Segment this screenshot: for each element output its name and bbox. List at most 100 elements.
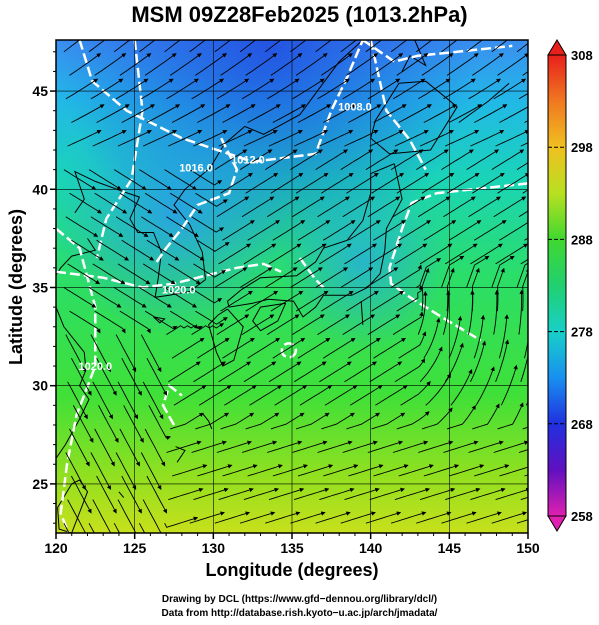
- streamline: [518, 449, 528, 453]
- streamline: [294, 130, 329, 147]
- coastline: [56, 238, 97, 459]
- streamline: [214, 511, 251, 524]
- streamline: [495, 243, 528, 265]
- streamline: [222, 104, 256, 123]
- streamline: [193, 263, 226, 278]
- streamline: [491, 149, 525, 170]
- streamline: [322, 104, 357, 123]
- y-tick-label: 35: [32, 279, 48, 295]
- streamline: [344, 487, 380, 501]
- streamline: [419, 346, 443, 383]
- lat-lon-grid: [56, 40, 528, 533]
- streamline: [72, 405, 94, 443]
- streamline: [69, 428, 90, 467]
- streamline: [315, 267, 349, 288]
- streamline: [466, 255, 490, 288]
- streamline: [516, 519, 528, 524]
- coastline: [175, 446, 186, 463]
- streamline: [96, 357, 117, 396]
- streamline: [92, 263, 126, 285]
- streamline: [266, 440, 303, 453]
- streamline: [340, 149, 374, 170]
- streamline: [193, 361, 226, 383]
- colorbar-tick-label: 288: [571, 232, 593, 247]
- streamline: [295, 53, 328, 76]
- colorbar-tick-label: 298: [571, 140, 593, 155]
- streamline: [63, 287, 97, 308]
- streamline: [266, 314, 300, 335]
- streamline: [495, 487, 528, 501]
- streamline: [367, 78, 401, 100]
- streamline: [442, 290, 451, 335]
- streamline: [474, 464, 510, 477]
- streamline: [143, 130, 178, 147]
- streamline: [67, 263, 101, 285]
- streamline: [166, 324, 199, 335]
- streamline: [166, 216, 199, 237]
- streamline: [290, 149, 323, 170]
- streamline: [121, 239, 155, 261]
- streamline: [344, 130, 379, 147]
- streamline: [450, 368, 473, 406]
- streamline: [241, 196, 275, 218]
- streamline: [71, 357, 92, 396]
- streamline: [419, 487, 456, 501]
- streamline: [292, 440, 328, 453]
- streamline: [499, 104, 528, 123]
- streamline: [239, 149, 273, 170]
- streamline: [67, 130, 102, 147]
- streamline: [324, 385, 358, 406]
- streamline: [468, 78, 501, 100]
- streamline: [417, 78, 451, 100]
- streamline: [270, 290, 304, 312]
- streamline: [319, 361, 352, 383]
- streamline: [493, 78, 527, 100]
- streamline: [392, 78, 426, 100]
- isobar: [388, 182, 528, 342]
- streamline: [371, 172, 405, 194]
- streamline: [169, 310, 203, 331]
- streamline: [245, 412, 280, 430]
- streamline: [392, 311, 424, 335]
- streamline: [265, 267, 298, 288]
- streamline: [441, 149, 474, 170]
- streamline: [315, 149, 349, 170]
- streamline: [466, 511, 502, 524]
- streamline: [321, 412, 355, 430]
- streamline: [245, 172, 279, 194]
- contour-label: 1016.0: [179, 163, 213, 175]
- streamline: [241, 440, 278, 453]
- streamline: [117, 499, 139, 533]
- streamline: [121, 104, 155, 123]
- streamline: [369, 243, 403, 265]
- streamline: [224, 385, 257, 406]
- streamline: [317, 440, 353, 453]
- streamline: [63, 169, 97, 190]
- streamline: [144, 428, 166, 467]
- x-tick-label: 130: [202, 540, 226, 556]
- streamline: [272, 104, 306, 123]
- colorbar-lower-arrow: [547, 515, 567, 532]
- streamline: [373, 220, 406, 241]
- streamline: [340, 267, 374, 288]
- streamline: [346, 53, 379, 76]
- streamline: [417, 291, 428, 335]
- streamline: [243, 487, 280, 501]
- streamline: [369, 487, 405, 501]
- streamline: [189, 511, 225, 524]
- y-tick-label: 40: [32, 181, 48, 197]
- streamline: [146, 239, 180, 261]
- streamline: [241, 78, 275, 100]
- streamline: [518, 210, 528, 218]
- y-tick-label: 45: [32, 83, 48, 99]
- streamline: [113, 522, 120, 533]
- streamline: [470, 130, 505, 147]
- streamline: [69, 192, 102, 214]
- streamline: [398, 104, 432, 123]
- streamline: [491, 511, 528, 524]
- streamline: [290, 267, 323, 288]
- streamline: [142, 499, 164, 533]
- isobar: [155, 137, 239, 263]
- streamline: [268, 243, 302, 265]
- coastline: [153, 316, 166, 324]
